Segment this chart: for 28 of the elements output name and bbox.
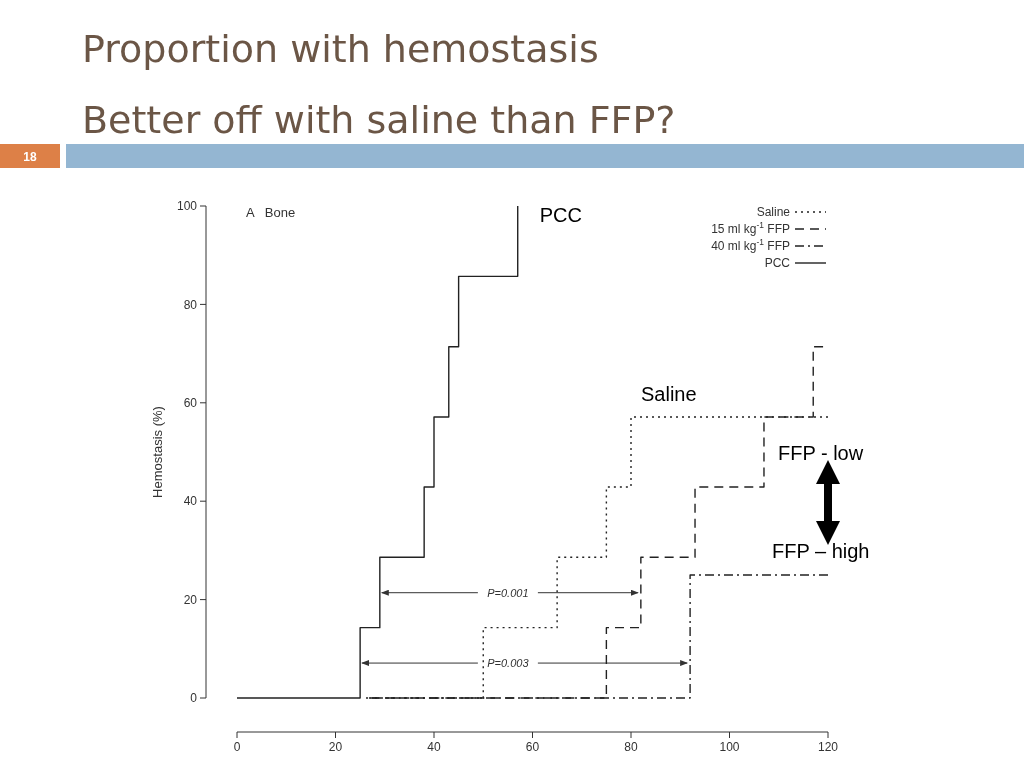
- annotation: A Bone: [246, 205, 296, 220]
- y-tick-label: 20: [183, 592, 198, 607]
- chart-subtitle: Better off with saline than FFP?: [82, 98, 676, 142]
- y-tick-label: 60: [183, 396, 198, 410]
- x-tick-label: 20: [328, 739, 343, 754]
- x-tick-label: 0: [233, 739, 241, 754]
- x-tick-label: 120: [817, 739, 839, 754]
- chart-title: Proportion with hemostasis: [82, 27, 599, 71]
- legend-label: 40 ml kg$^{-1}$ FFP: [711, 237, 790, 254]
- legend-label: Saline: [756, 205, 791, 220]
- annotation: Saline: [641, 383, 697, 406]
- annotation: P=0.003: [487, 657, 530, 670]
- y-tick-label: 80: [183, 297, 198, 312]
- y-tick-label: 0: [190, 691, 198, 706]
- annotation: PCC: [539, 204, 582, 226]
- text: 18: [23, 150, 37, 164]
- annotation: P=0.001: [487, 586, 529, 599]
- legend-label: 15 ml kg$^{-1}$ FFP: [711, 220, 790, 237]
- x-tick-label: 40: [427, 739, 441, 754]
- x-tick-label: 100: [719, 739, 740, 754]
- annotation: FFP – high: [772, 540, 870, 562]
- x-tick-label: 80: [624, 739, 638, 754]
- legend-label: PCC: [764, 256, 791, 271]
- annotation: FFP - low: [777, 442, 864, 465]
- y-tick-label: 40: [183, 494, 198, 509]
- y-axis-title: Hemostasis (%): [150, 406, 165, 498]
- y-tick-label: 100: [176, 199, 198, 214]
- x-tick-label: 60: [525, 739, 540, 754]
